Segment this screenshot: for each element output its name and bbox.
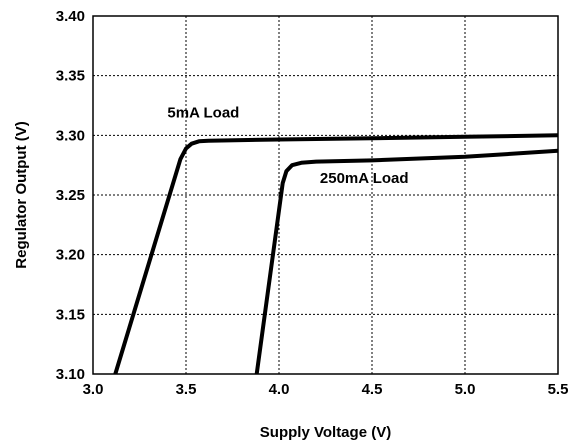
x-axis-label: Supply Voltage (V) bbox=[260, 424, 391, 441]
y-tick-label: 3.25 bbox=[56, 187, 85, 204]
y-tick-label: 3.10 bbox=[56, 366, 85, 383]
x-tick-label: 4.5 bbox=[362, 381, 383, 398]
plot-frame bbox=[92, 15, 559, 375]
y-tick-label: 3.40 bbox=[56, 8, 85, 25]
y-axis-label: Regulator Output (V) bbox=[13, 121, 30, 268]
series-line-5ma-load bbox=[113, 133, 559, 375]
x-tick-label: 3.0 bbox=[83, 381, 104, 398]
y-tick-label: 3.20 bbox=[56, 247, 85, 264]
y-tick-label: 3.35 bbox=[56, 68, 85, 85]
series-label-250ma-load: 250mA Load bbox=[320, 170, 409, 187]
y-tick-label: 3.30 bbox=[56, 127, 85, 144]
x-tick-label: 5.5 bbox=[548, 381, 569, 398]
x-tick-labels: 3.0 3.5 4.0 4.5 5.0 5.5 bbox=[83, 381, 569, 398]
y-tick-labels: 3.10 3.15 3.20 3.25 3.30 3.35 3.40 bbox=[56, 8, 85, 383]
series-group bbox=[113, 133, 559, 375]
series-line-250ma-load bbox=[254, 148, 559, 375]
series-label-5ma-load: 5mA Load bbox=[167, 104, 239, 121]
series-annotations: 5mA Load 250mA Load bbox=[167, 104, 408, 187]
y-tick-label: 3.15 bbox=[56, 306, 85, 323]
x-tick-label: 5.0 bbox=[455, 381, 476, 398]
grid bbox=[93, 16, 558, 374]
x-tick-label: 4.0 bbox=[269, 381, 290, 398]
x-tick-label: 3.5 bbox=[176, 381, 197, 398]
